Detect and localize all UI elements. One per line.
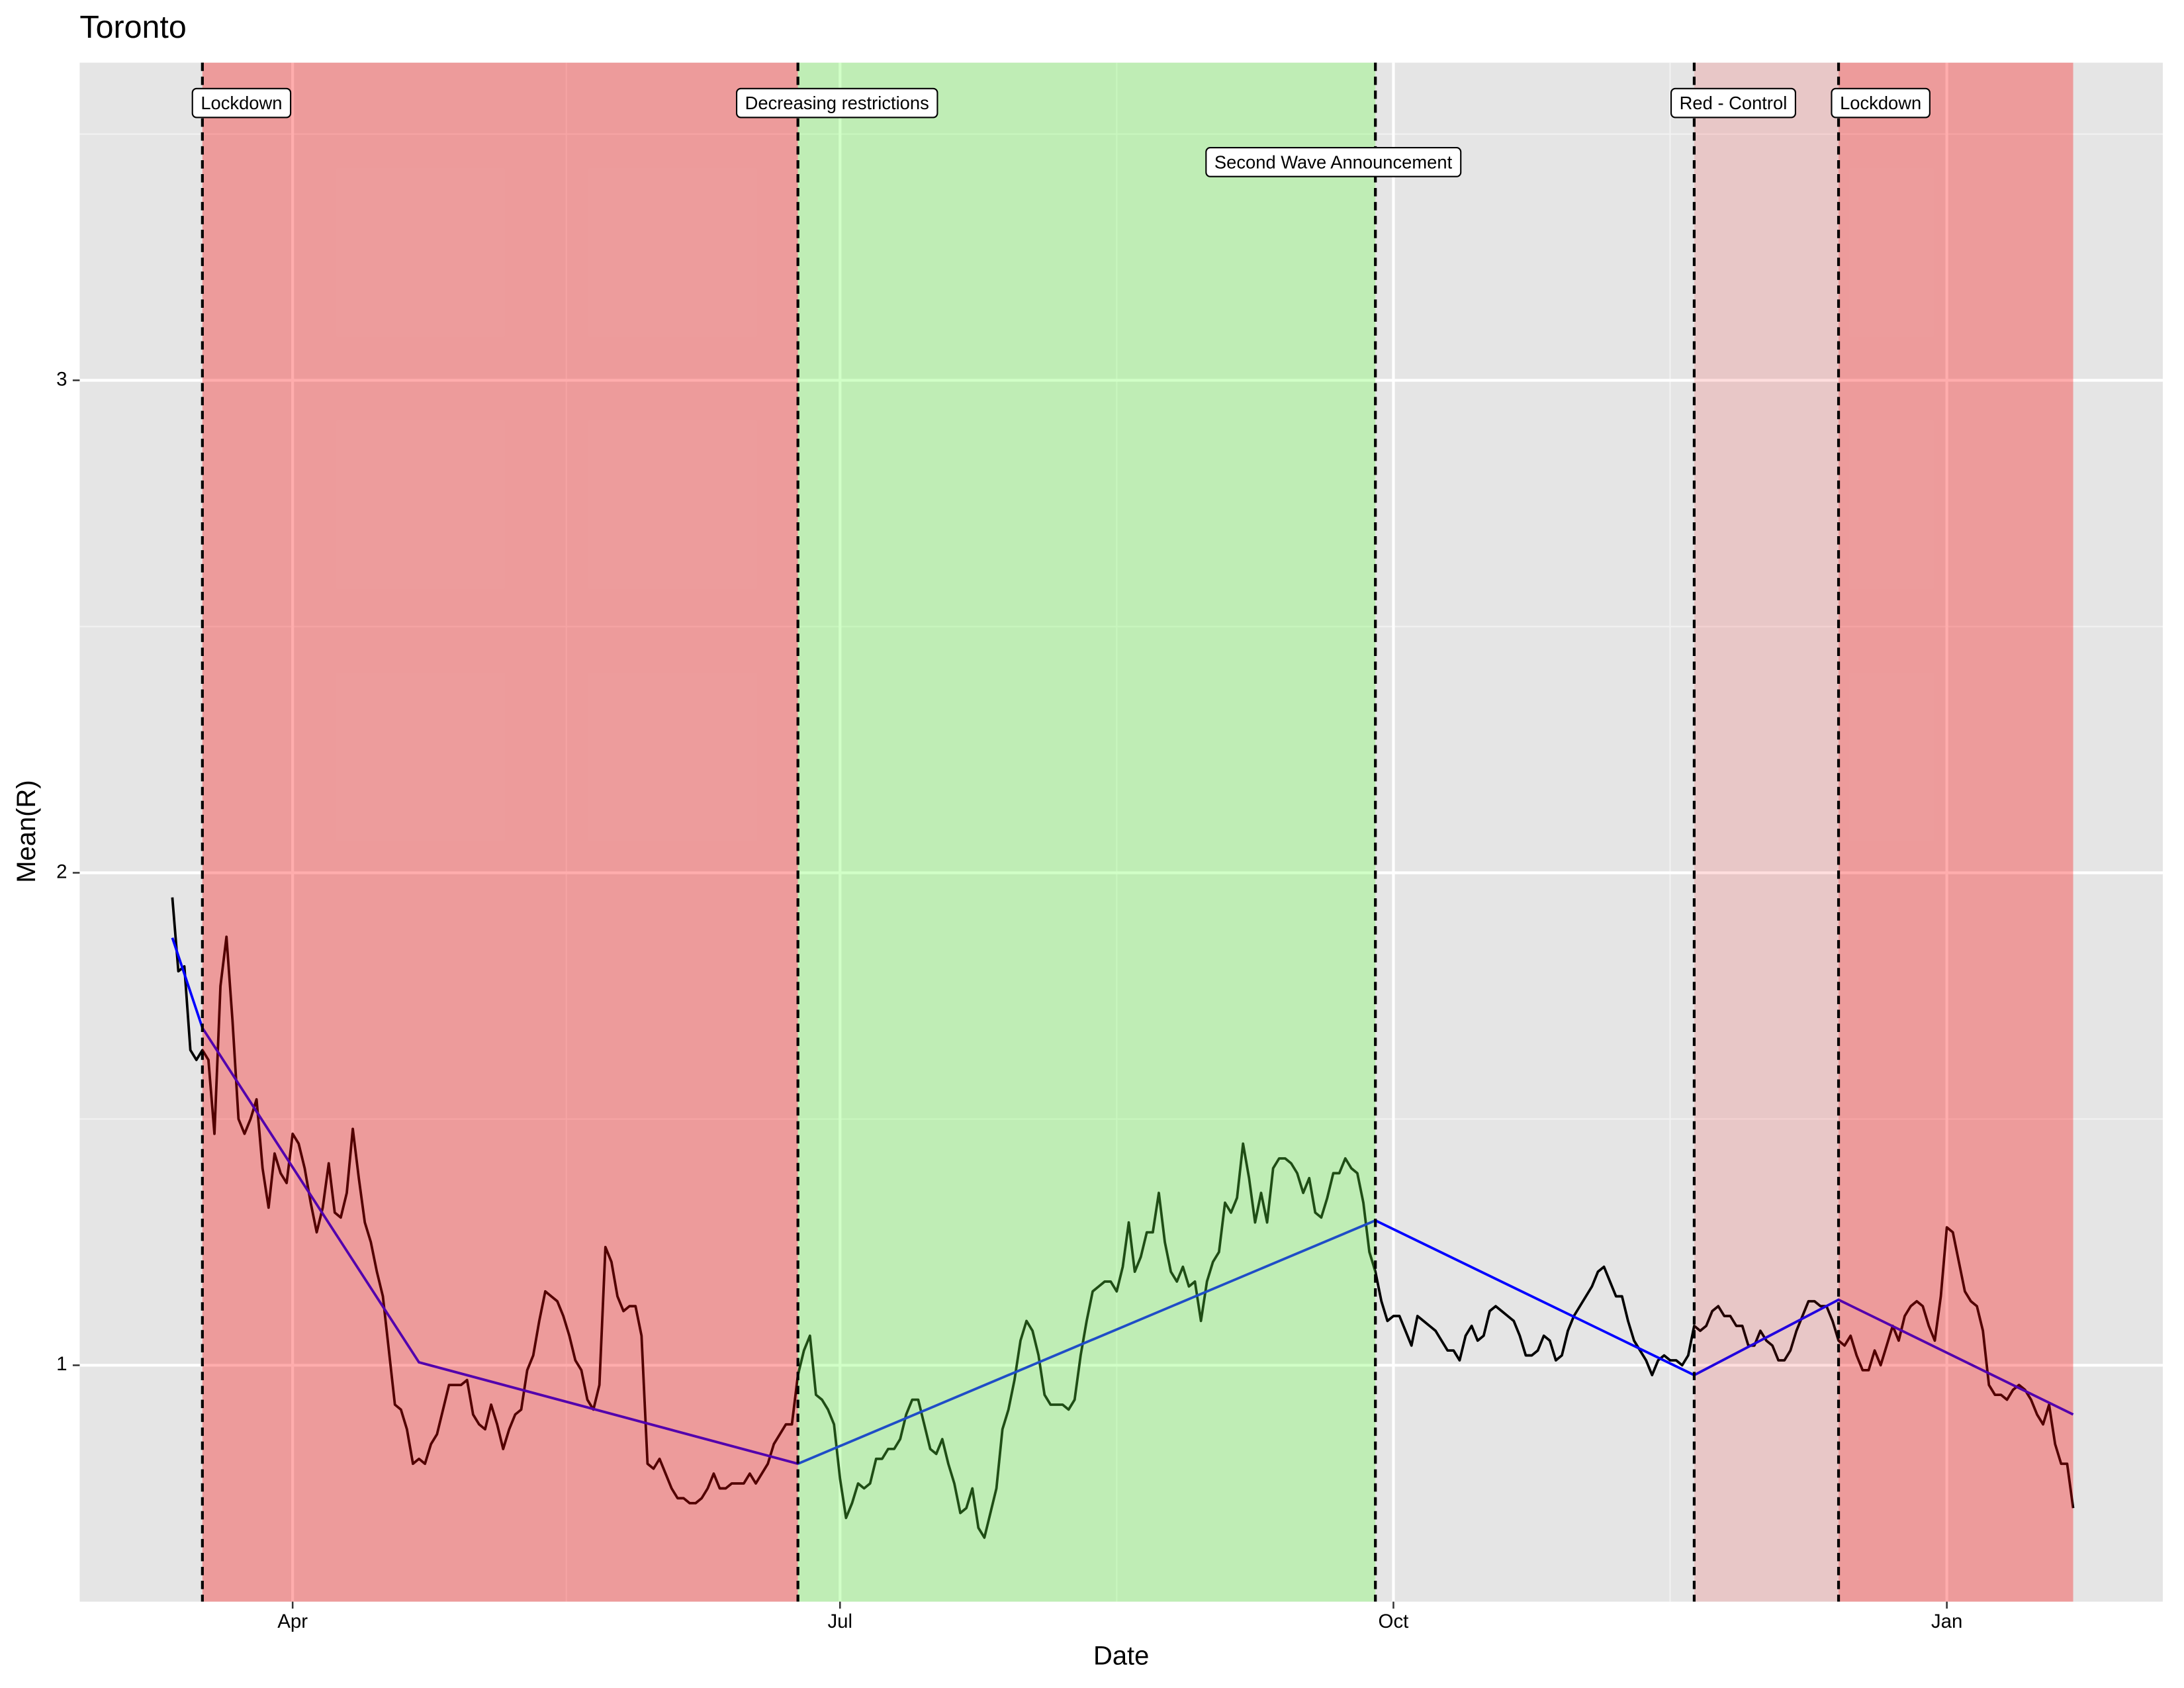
x-tick-label: Jan xyxy=(1931,1611,1962,1632)
region xyxy=(1839,62,2073,1602)
label-box xyxy=(1831,87,1931,118)
label-box xyxy=(1205,147,1462,177)
x-tick-label: Jul xyxy=(827,1611,852,1632)
x-tick-label: Apr xyxy=(277,1611,308,1632)
y-tick-label: 1 xyxy=(56,1353,67,1375)
event-annotation: Red - Control xyxy=(1670,87,1796,118)
plot-panel xyxy=(79,62,2163,1602)
event-label: Lockdown xyxy=(1840,93,1921,113)
label-box xyxy=(1670,87,1796,118)
x-axis-label: Date xyxy=(1093,1641,1149,1670)
y-axis-label: Mean(R) xyxy=(12,780,41,882)
y-tick-label: 2 xyxy=(56,861,67,882)
event-label: Lockdown xyxy=(201,93,282,113)
fit-line xyxy=(171,937,2074,1466)
event-annotation: Decreasing restrictions xyxy=(735,87,938,118)
region xyxy=(202,62,798,1602)
event-label: Decreasing restrictions xyxy=(745,93,929,113)
data-line xyxy=(171,897,2075,1539)
x-tick-label: Oct xyxy=(1379,1611,1409,1632)
y-tick-label: 3 xyxy=(56,368,67,390)
event-annotation: Second Wave Announcement xyxy=(1205,147,1462,177)
event-annotation: Lockdown xyxy=(191,87,292,118)
event-annotation: Lockdown xyxy=(1831,87,1931,118)
chart-title: Toronto xyxy=(79,9,186,45)
label-box xyxy=(735,87,938,118)
region xyxy=(1694,62,1839,1602)
label-box xyxy=(191,87,292,118)
event-label: Second Wave Announcement xyxy=(1214,152,1453,172)
region xyxy=(797,62,1376,1602)
event-label: Red - Control xyxy=(1680,93,1788,113)
